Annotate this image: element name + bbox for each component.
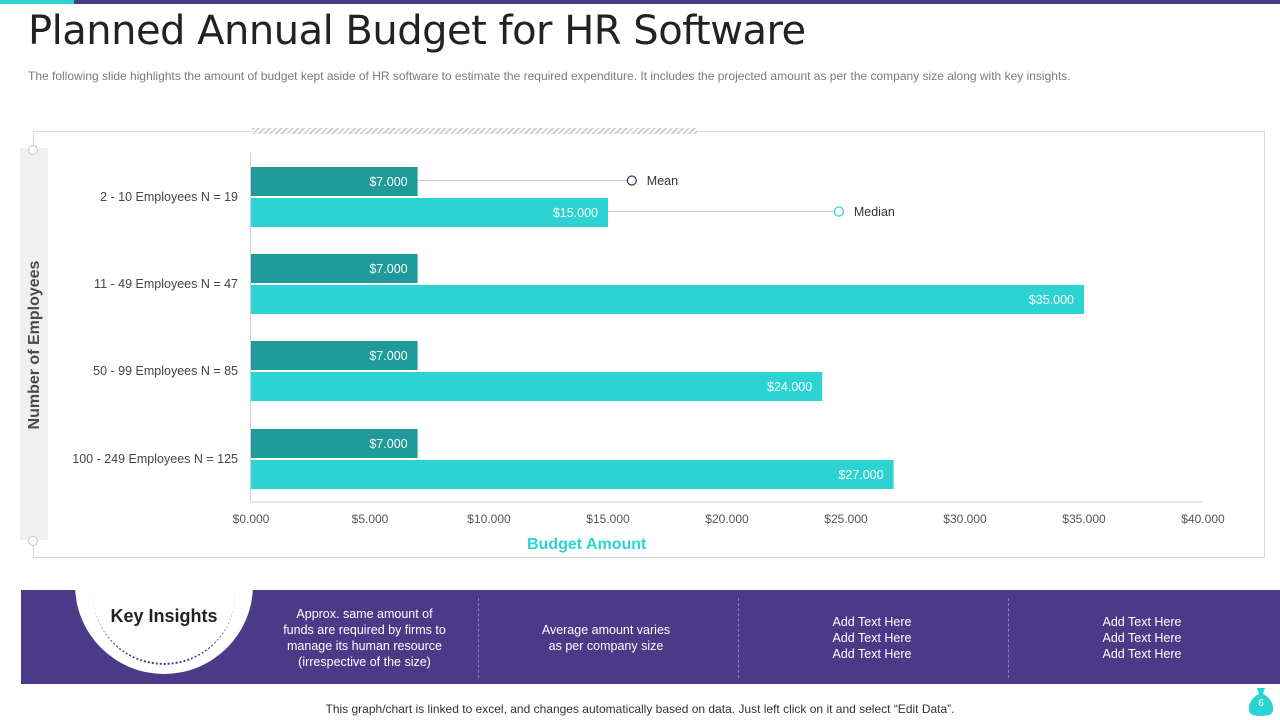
x-tick-label: $30.000 xyxy=(943,512,987,526)
mean-bar xyxy=(251,254,418,283)
category-label: 11 - 49 Employees N = 47 xyxy=(94,277,238,291)
median-bar xyxy=(251,372,823,401)
page-number: 6 xyxy=(1258,698,1264,709)
insight-3-line: Add Text Here xyxy=(832,647,912,661)
bar-data-label: $7.000 xyxy=(369,437,407,451)
callout-marker xyxy=(833,206,845,217)
decorative-hatch xyxy=(252,128,697,134)
insight-3-line: Add Text Here xyxy=(832,631,912,645)
insight-1-line: Approx. same amount of xyxy=(296,607,433,621)
bar-data-label: $7.000 xyxy=(369,262,407,276)
mean-bar xyxy=(251,341,418,370)
bar-data-label: $7.000 xyxy=(369,175,407,189)
median-bar xyxy=(251,285,1084,314)
insight-4-line: Add Text Here xyxy=(1102,647,1182,661)
insight-text-1: Approx. same amount of funds are required… xyxy=(262,598,467,678)
insight-1-line: funds are required by firms to xyxy=(283,623,446,637)
insight-4-line: Add Text Here xyxy=(1102,615,1182,629)
mean-bar xyxy=(251,167,418,196)
x-axis-title: Budget Amount xyxy=(527,536,647,553)
bar-data-label: $35.000 xyxy=(1029,293,1074,307)
footer-note: This graph/chart is linked to excel, and… xyxy=(325,702,955,716)
insight-4-line: Add Text Here xyxy=(1102,631,1182,645)
bar-data-label: $27.000 xyxy=(838,468,883,482)
x-tick-label: $35.000 xyxy=(1062,512,1106,526)
key-insights-title: Key Insights xyxy=(110,606,218,626)
insight-divider-1 xyxy=(478,598,479,678)
x-tick-label: $40.000 xyxy=(1181,512,1225,526)
insight-2-line: as per company size xyxy=(548,639,664,653)
category-label: 100 - 249 Employees N = 125 xyxy=(72,452,238,466)
category-label: 2 - 10 Employees N = 19 xyxy=(100,190,238,204)
median-bar xyxy=(251,460,894,489)
insight-text-2: Average amount varies as per company size xyxy=(480,598,732,678)
y-band-bottom-dot xyxy=(28,536,38,546)
x-tick-label: $5.000 xyxy=(352,512,389,526)
category-label: 50 - 99 Employees N = 85 xyxy=(93,364,238,378)
insight-divider-3 xyxy=(1008,598,1009,678)
callout-marker xyxy=(626,175,637,186)
insight-1-line: manage its human resource xyxy=(287,639,442,653)
y-axis-band xyxy=(20,148,48,540)
insight-divider-2 xyxy=(738,598,739,678)
mean-bar xyxy=(251,429,418,458)
money-bag-icon xyxy=(1248,688,1274,716)
insight-1-line: (irrespective of the size) xyxy=(298,655,431,669)
insight-3-line: Add Text Here xyxy=(832,615,912,629)
x-tick-label: $10.000 xyxy=(467,512,511,526)
bar-chart[interactable]: $0.000 $5.000 $10.000 $15.000 $20.000 $25.000… xyxy=(0,0,1280,560)
bar-data-label: $7.000 xyxy=(369,349,407,363)
page-title: Planned Annual Budget for HR Software xyxy=(28,8,806,54)
bar-data-label: $15.000 xyxy=(553,206,598,220)
bar-data-label: $24.000 xyxy=(767,380,812,394)
x-tick-label: $15.000 xyxy=(586,512,630,526)
x-tick-label: $25.000 xyxy=(824,512,868,526)
insight-2-line: Average amount varies xyxy=(541,623,671,637)
y-band-top-dot xyxy=(28,145,38,155)
callout-label: Mean xyxy=(647,174,678,188)
page-subtitle: The following slide highlights the amoun… xyxy=(28,69,1071,83)
insight-text-3: Add Text Here Add Text Here Add Text Here xyxy=(742,598,1002,678)
top-accent-bar xyxy=(74,0,1280,4)
x-tick-label: $20.000 xyxy=(705,512,749,526)
median-bar xyxy=(251,198,608,227)
top-accent-bar-teal xyxy=(0,0,74,4)
insight-text-4: Add Text Here Add Text Here Add Text Here xyxy=(1012,598,1272,678)
x-tick-label: $0.000 xyxy=(233,512,270,526)
key-insights-dotted-arc xyxy=(93,585,235,665)
callout-label: Median xyxy=(854,205,895,219)
